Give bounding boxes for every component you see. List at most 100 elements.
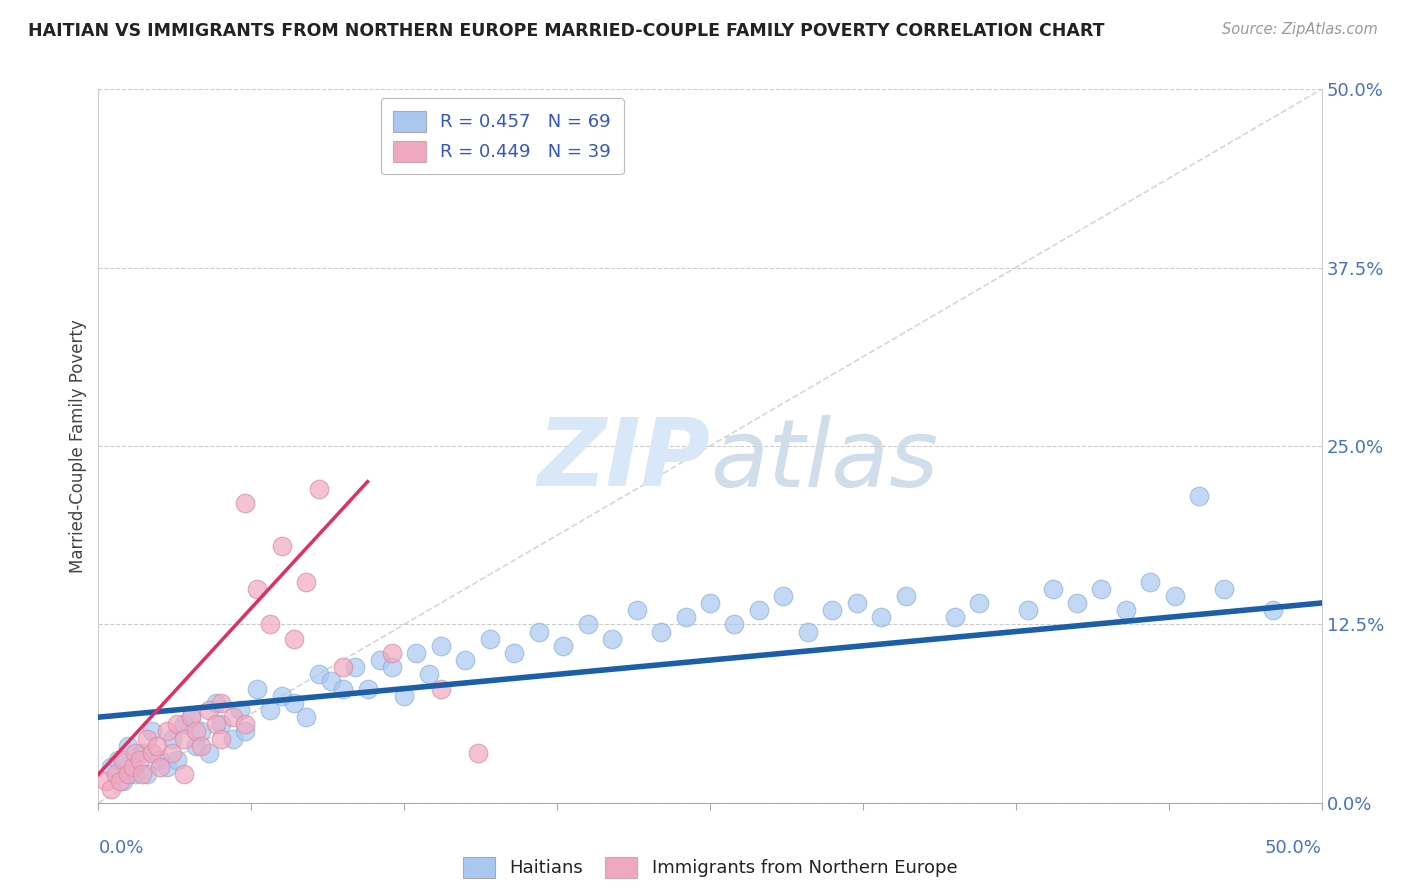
Point [233,496,256,510]
Point [156,724,179,739]
Point [209,696,232,710]
Point [1188,489,1211,503]
Point [117,739,139,753]
Point [1090,582,1112,596]
Point [166,753,188,767]
Text: 50.0%: 50.0% [1265,838,1322,856]
Point [1066,596,1088,610]
Point [845,596,868,610]
Point [894,589,917,603]
Point [136,767,159,781]
Point [1115,603,1137,617]
Point [503,646,526,660]
Point [197,746,219,760]
Point [576,617,599,632]
Text: ZIP: ZIP [537,414,710,507]
Point [131,746,153,760]
Point [173,731,195,746]
Point [229,703,252,717]
Point [205,717,228,731]
Point [124,767,146,781]
Point [131,767,153,781]
Point [180,710,202,724]
Point [1017,603,1039,617]
Point [233,717,256,731]
Point [246,681,269,696]
Point [107,753,129,767]
Point [308,482,330,496]
Point [405,646,427,660]
Point [173,717,195,731]
Point [626,603,648,617]
Point [870,610,893,624]
Point [1042,582,1064,596]
Legend: Haitians, Immigrants from Northern Europe: Haitians, Immigrants from Northern Europ… [454,847,966,887]
Point [600,632,623,646]
Point [205,696,228,710]
Point [418,667,440,681]
Point [1139,574,1161,589]
Point [149,760,172,774]
Point [1164,589,1187,603]
Point [186,724,208,739]
Point [121,760,143,774]
Point [650,624,672,639]
Point [295,574,318,589]
Point [430,681,453,696]
Point [100,781,122,796]
Point [943,610,966,624]
Point [1212,582,1234,596]
Point [110,774,132,789]
Point [190,724,212,739]
Point [209,731,232,746]
Point [104,767,127,781]
Point [356,681,378,696]
Point [166,717,188,731]
Point [160,731,183,746]
Point [381,646,404,660]
Point [190,739,212,753]
Text: atlas: atlas [710,415,938,506]
Point [233,724,256,739]
Point [723,617,745,632]
Text: Source: ZipAtlas.com: Source: ZipAtlas.com [1222,22,1378,37]
Point [129,753,152,767]
Point [141,746,163,760]
Point [332,660,354,674]
Point [283,632,305,646]
Point [319,674,342,689]
Point [308,667,330,681]
Point [156,760,179,774]
Text: 0.0%: 0.0% [98,838,143,856]
Point [209,717,232,731]
Point [270,689,294,703]
Point [368,653,391,667]
Point [748,603,770,617]
Point [94,774,117,789]
Point [173,767,195,781]
Point [430,639,453,653]
Point [478,632,501,646]
Point [553,639,575,653]
Point [111,753,134,767]
Point [344,660,367,674]
Point [246,582,269,596]
Point [381,660,404,674]
Point [117,767,139,781]
Point [797,624,820,639]
Point [259,617,281,632]
Point [186,739,208,753]
Point [222,731,245,746]
Point [180,710,202,724]
Point [821,603,844,617]
Text: HAITIAN VS IMMIGRANTS FROM NORTHERN EUROPE MARRIED-COUPLE FAMILY POVERTY CORRELA: HAITIAN VS IMMIGRANTS FROM NORTHERN EURO… [28,22,1105,40]
Point [699,596,721,610]
Point [967,596,990,610]
Point [454,653,477,667]
Point [111,774,134,789]
Point [136,731,159,746]
Point [160,746,183,760]
Point [197,703,219,717]
Point [772,589,794,603]
Point [100,760,122,774]
